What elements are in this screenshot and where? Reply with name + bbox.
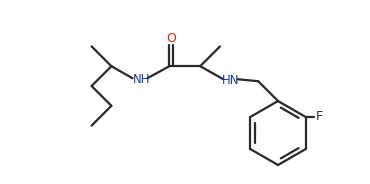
Text: F: F	[316, 111, 323, 123]
Text: O: O	[166, 32, 176, 45]
Text: HN: HN	[222, 74, 239, 87]
Text: NH: NH	[133, 73, 150, 86]
